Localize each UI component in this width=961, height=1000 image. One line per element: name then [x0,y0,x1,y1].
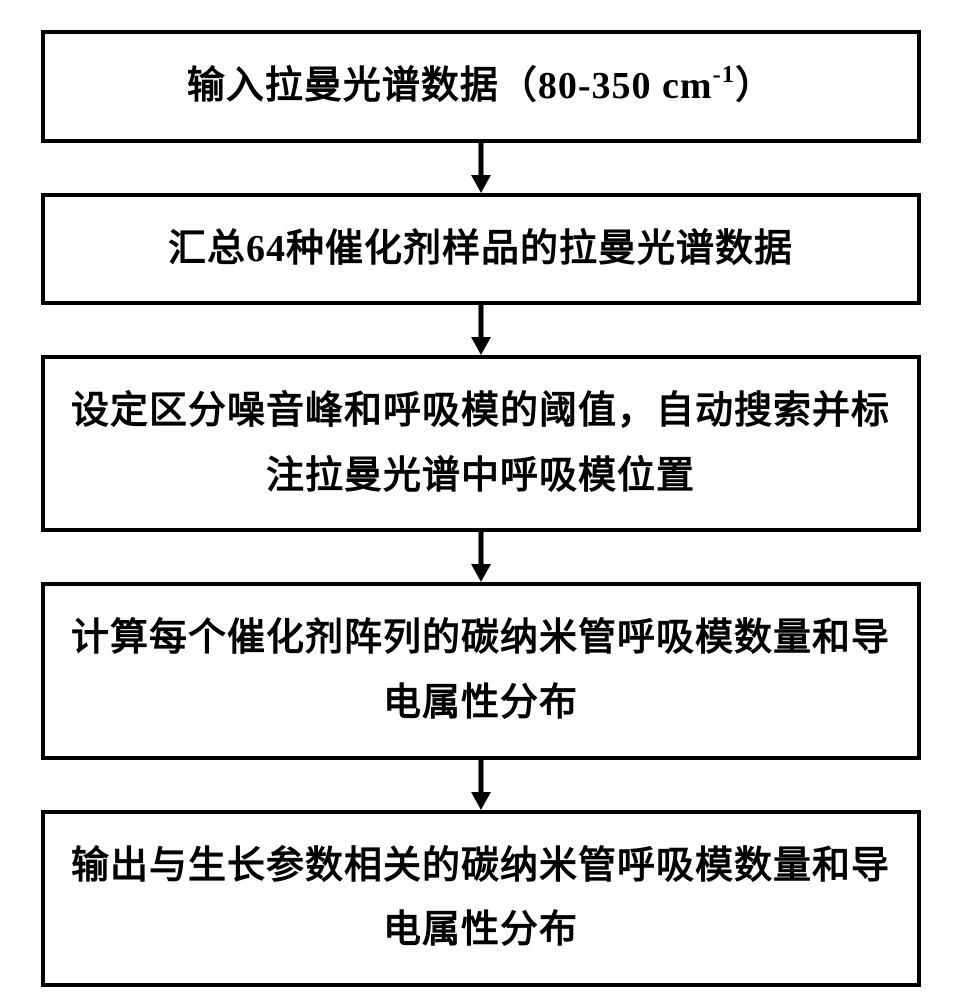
arrow-3 [466,532,496,582]
step-2-text: 汇总64种催化剂样品的拉曼光谱数据 [168,217,793,282]
step-5-text: 输出与生长参数相关的碳纳米管呼吸模数量和导电属性分布 [69,834,893,963]
step-4-text: 计算每个催化剂阵列的碳纳米管呼吸模数量和导电属性分布 [69,606,893,735]
arrow-down-icon [466,532,496,582]
flowchart-container: 输入拉曼光谱数据（80-350 cm-1） 汇总64种催化剂样品的拉曼光谱数据 … [41,30,921,987]
step-5-output-results: 输出与生长参数相关的碳纳米管呼吸模数量和导电属性分布 [41,810,921,987]
arrow-down-icon [466,143,496,193]
step-3-text: 设定区分噪音峰和呼吸模的阈值，自动搜索并标注拉曼光谱中呼吸模位置 [69,379,893,508]
step-2-aggregate-catalyst-data: 汇总64种催化剂样品的拉曼光谱数据 [41,193,921,306]
step-1-input-raman-data: 输入拉曼光谱数据（80-350 cm-1） [41,30,921,143]
arrow-down-icon [466,760,496,810]
step-4-calculate-rbm-conductivity: 计算每个催化剂阵列的碳纳米管呼吸模数量和导电属性分布 [41,582,921,759]
arrow-down-icon [466,305,496,355]
arrow-1 [466,143,496,193]
step-3-threshold-search-label: 设定区分噪音峰和呼吸模的阈值，自动搜索并标注拉曼光谱中呼吸模位置 [41,355,921,532]
step-1-text: 输入拉曼光谱数据（80-350 cm-1） [187,54,774,119]
arrow-4 [466,760,496,810]
arrow-2 [466,305,496,355]
